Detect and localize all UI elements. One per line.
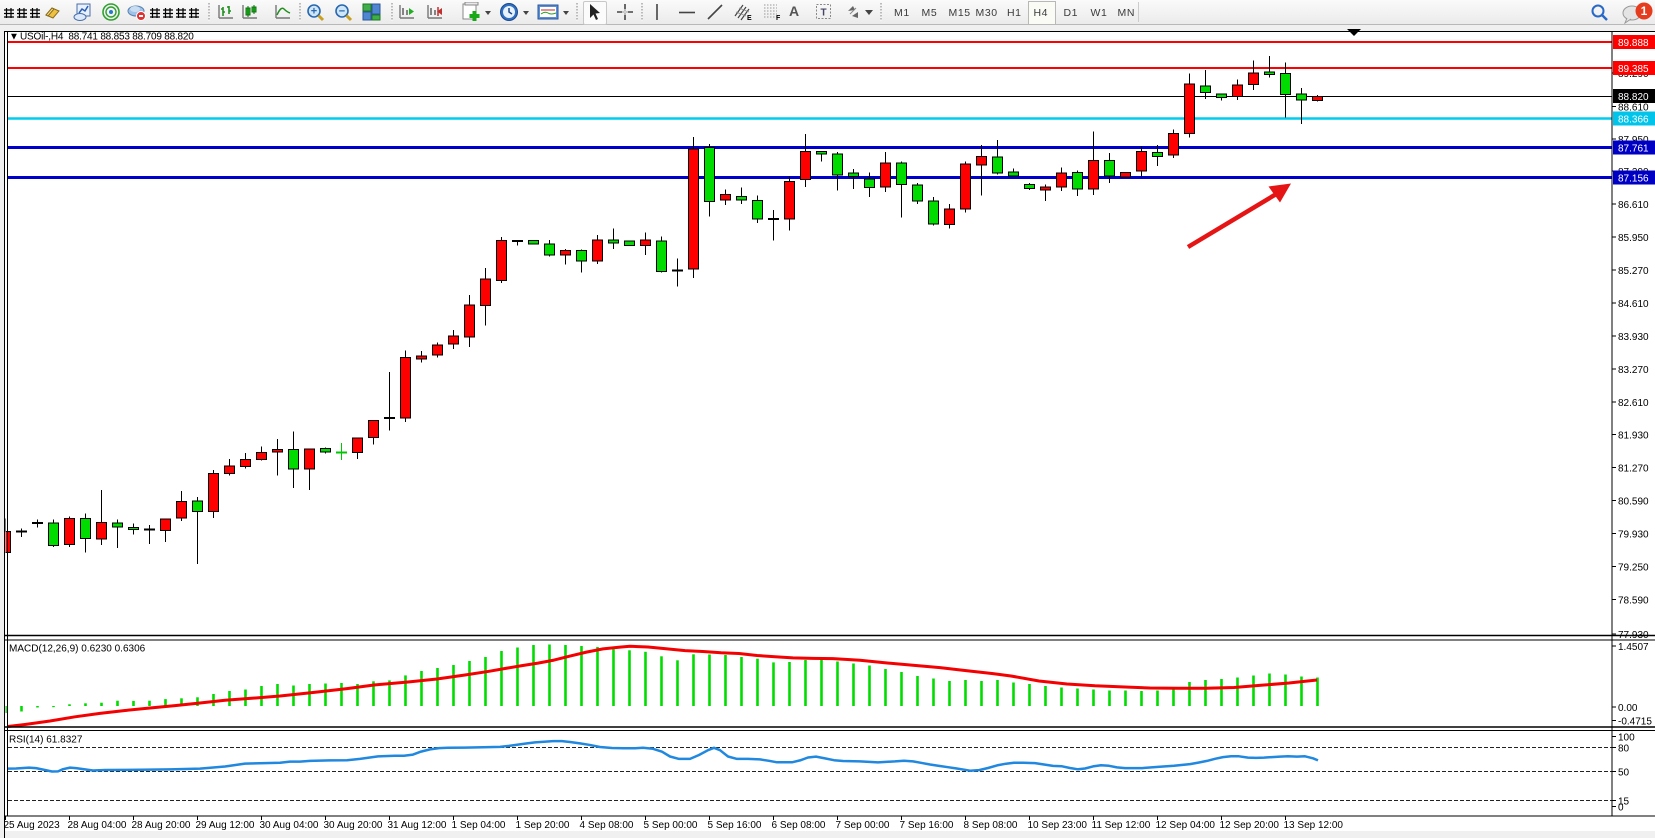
svg-text:7 Sep 00:00: 7 Sep 00:00 [836,820,890,831]
svg-text:+: + [311,6,317,18]
svg-text:83.930: 83.930 [1618,332,1649,343]
svg-text:78.590: 78.590 [1618,596,1649,607]
svg-text:13 Sep 12:00: 13 Sep 12:00 [1284,820,1344,831]
svg-text:82.610: 82.610 [1618,398,1649,409]
svg-text:5 Sep 16:00: 5 Sep 16:00 [708,820,762,831]
svg-text:31 Aug 12:00: 31 Aug 12:00 [388,820,447,831]
svg-text:79.930: 79.930 [1618,530,1649,541]
svg-text:E: E [747,15,752,22]
svg-text:RSI(14) 61.8327: RSI(14) 61.8327 [9,735,83,746]
svg-text:83.270: 83.270 [1618,365,1649,376]
svg-text:87.761: 87.761 [1618,144,1649,155]
svg-text:10 Sep 23:00: 10 Sep 23:00 [1028,820,1088,831]
svg-text:6 Sep 08:00: 6 Sep 08:00 [772,820,826,831]
svg-text:12 Sep 04:00: 12 Sep 04:00 [1156,820,1216,831]
svg-text:28 Aug 04:00: 28 Aug 04:00 [68,820,127,831]
svg-text:80.590: 80.590 [1618,497,1649,508]
svg-text:8 Sep 08:00: 8 Sep 08:00 [964,820,1018,831]
svg-text:86.610: 86.610 [1618,200,1649,211]
svg-text:1 Sep 20:00: 1 Sep 20:00 [516,820,570,831]
svg-text:81.270: 81.270 [1618,464,1649,475]
svg-text:85.950: 85.950 [1618,233,1649,244]
svg-text:MACD(12,26,9) 0.6230 0.6306: MACD(12,26,9) 0.6230 0.6306 [9,644,146,655]
svg-text:25 Aug 2023: 25 Aug 2023 [4,820,61,831]
svg-text:77.930: 77.930 [1618,630,1649,641]
svg-text:11 Sep 12:00: 11 Sep 12:00 [1092,820,1151,831]
svg-text:80: 80 [1618,744,1630,755]
svg-text:89.888: 89.888 [1618,38,1649,49]
svg-text:81.930: 81.930 [1618,431,1649,442]
svg-text:15: 15 [1618,797,1630,808]
svg-text:30 Aug 20:00: 30 Aug 20:00 [324,820,383,831]
svg-text:0.00: 0.00 [1618,703,1638,714]
svg-text:30 Aug 04:00: 30 Aug 04:00 [260,820,319,831]
svg-text:T: T [820,8,826,19]
svg-text:▼: ▼ [9,32,19,43]
svg-text:79.250: 79.250 [1618,563,1649,574]
svg-text:5 Sep 00:00: 5 Sep 00:00 [644,820,698,831]
svg-text:1.4507: 1.4507 [1618,642,1649,653]
svg-text:0: 0 [1618,803,1624,814]
svg-text:1 Sep 04:00: 1 Sep 04:00 [452,820,506,831]
svg-text:12 Sep 20:00: 12 Sep 20:00 [1220,820,1280,831]
svg-text:F: F [776,15,781,22]
svg-text:28 Aug 20:00: 28 Aug 20:00 [132,820,191,831]
svg-text:85.270: 85.270 [1618,266,1649,277]
svg-text:USOil-,H4 88.741 88.853 88.70: USOil-,H4 88.741 88.853 88.709 88.820 [20,32,194,43]
svg-text:88.610: 88.610 [1618,103,1649,114]
svg-text:4 Sep 08:00: 4 Sep 08:00 [580,820,634,831]
svg-text:−: − [339,6,345,18]
svg-text:100: 100 [1618,733,1635,744]
svg-text:50: 50 [1618,768,1630,779]
svg-text:88.820: 88.820 [1618,92,1649,103]
svg-text:7 Sep 16:00: 7 Sep 16:00 [900,820,954,831]
svg-text:87.156: 87.156 [1618,174,1649,185]
svg-text:-0.4715: -0.4715 [1618,717,1652,728]
svg-text:1: 1 [1641,4,1648,18]
svg-text:84.610: 84.610 [1618,299,1649,310]
svg-text:89.385: 89.385 [1618,64,1649,75]
svg-text:29 Aug 12:00: 29 Aug 12:00 [196,820,255,831]
svg-text:88.366: 88.366 [1618,115,1649,126]
